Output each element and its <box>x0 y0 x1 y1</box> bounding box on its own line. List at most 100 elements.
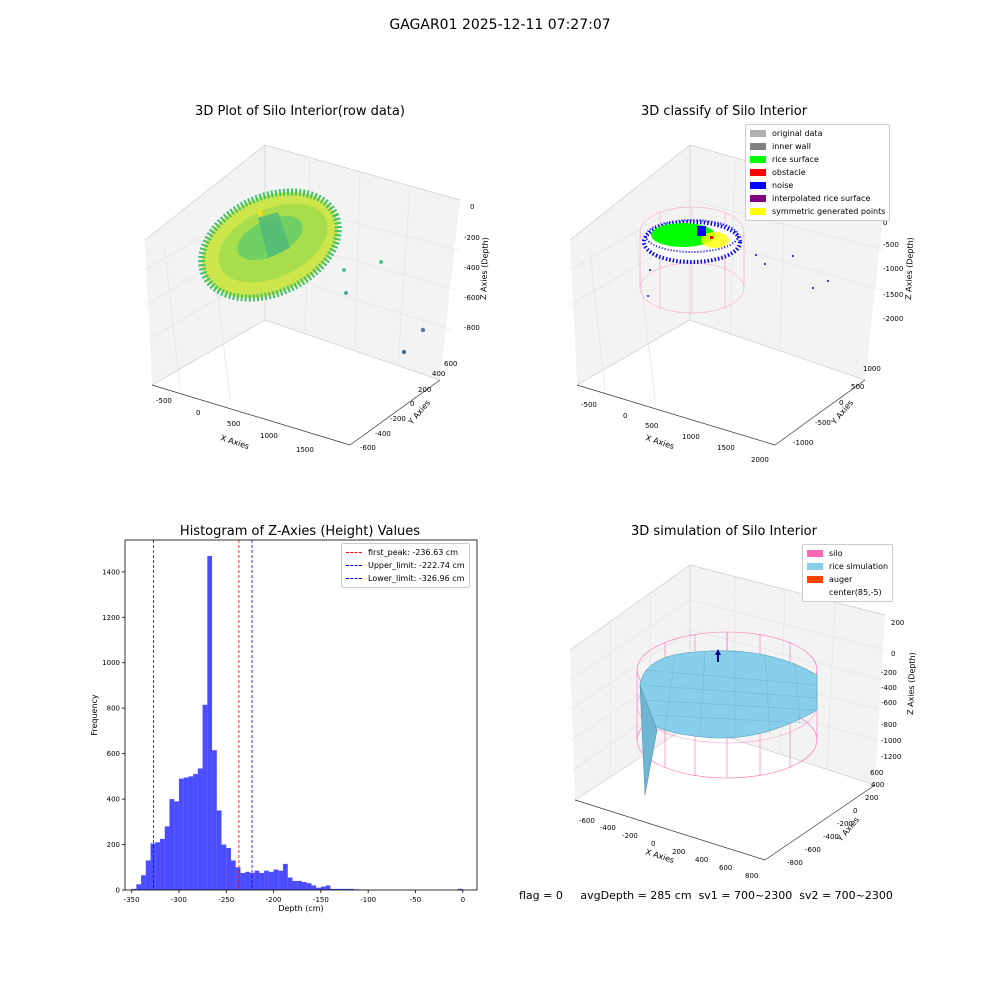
y-tick-label: 1000 <box>102 659 120 667</box>
legend-label: noise <box>772 181 794 190</box>
legend-swatch <box>750 169 766 176</box>
legend-label: rice surface <box>772 155 819 164</box>
x-ticks: -500 0 500 1000 1500 2000 <box>581 401 769 464</box>
z-tick: 200 <box>891 619 904 627</box>
histogram-title: Histogram of Z-Axies (Height) Values <box>179 524 421 539</box>
legend-label: symmetric generated points <box>772 207 886 216</box>
histogram-bar <box>178 778 184 890</box>
x-tick: 0 <box>623 412 627 420</box>
histogram-bar <box>160 838 165 890</box>
legend-swatch <box>807 550 823 557</box>
legend-swatch <box>750 143 766 150</box>
y-tick: -600 <box>805 846 821 854</box>
legend-label: first_peak: -236.63 cm <box>368 548 459 557</box>
histogram-bar <box>287 877 293 890</box>
legend-swatch <box>807 576 823 583</box>
x-ticks: -500 0 500 1000 1500 <box>156 397 314 454</box>
simulation-legend-item: silo <box>807 547 888 560</box>
z-tick: -1000 <box>883 265 903 273</box>
y-tick-label: 800 <box>107 705 120 713</box>
flag-text: flag = 0 <box>519 889 563 902</box>
y-tick: -500 <box>815 419 831 427</box>
legend-swatch <box>750 208 766 215</box>
y-tick: 600 <box>870 769 883 777</box>
x-tick-label: -350 <box>124 896 140 904</box>
histogram-bar <box>164 826 170 890</box>
x-tick: -200 <box>622 832 638 840</box>
y-tick-label: 200 <box>107 841 120 849</box>
legend-label: original data <box>772 129 823 138</box>
y-tick: -200 <box>390 415 406 423</box>
y-ticks: -600 -400 -200 0 200 400 600 <box>360 360 457 452</box>
z-tick: -1500 <box>883 291 903 299</box>
histogram-legend-item: Lower_limit: -326.96 cm <box>346 572 465 585</box>
legend-label: center(85,-5) <box>829 588 882 597</box>
legend-label: Upper_limit: -222.74 cm <box>368 561 465 570</box>
classify-legend-item: interpolated rice surface <box>750 192 885 205</box>
classify-legend: original data inner wall rice surface obsta… <box>745 124 891 221</box>
histogram-bar <box>174 801 179 890</box>
y-tick: -400 <box>375 430 391 438</box>
z-axis-label: Z Axies (Depth) <box>906 652 917 715</box>
sv2-text: sv2 = 700~2300 <box>799 889 893 902</box>
histogram-bar <box>292 880 298 890</box>
z-tick: -800 <box>464 324 480 332</box>
legend-line <box>346 578 362 579</box>
x-tick: -500 <box>581 401 597 409</box>
histogram-bar <box>311 885 317 890</box>
x-tick: 2000 <box>751 456 769 464</box>
x-tick-label: -250 <box>218 896 234 904</box>
y-tick: 200 <box>865 794 878 802</box>
z-tick: -2000 <box>883 315 903 323</box>
y-tick: 1000 <box>863 365 881 373</box>
x-axis-label: X Axies <box>219 433 250 451</box>
z-tick: 0 <box>883 219 887 227</box>
z-tick: -500 <box>883 241 899 249</box>
legend-label: rice simulation <box>829 562 889 571</box>
histogram-bar <box>150 843 156 890</box>
z-ticks: 200 0 -200 -400 -600 -800 -1000 -1200 <box>881 619 904 761</box>
x-tick-label: -50 <box>410 896 421 904</box>
avg-depth-text: avgDepth = 285 cm <box>580 889 692 902</box>
sv1-text: sv1 = 700~2300 <box>698 889 793 902</box>
simulation-legend-item: rice simulation <box>807 560 888 573</box>
y-ticks: 0 200 400 600 800 1000 1200 1400 <box>102 568 125 895</box>
histogram-legend: first_peak: -236.63 cm Upper_limit: -222.… <box>341 543 470 588</box>
y-tick: -1000 <box>793 439 813 447</box>
histogram-bar <box>259 872 265 890</box>
y-ticks: -800 -600 -400 -200 0 200 400 600 <box>787 769 884 867</box>
legend-label: inner wall <box>772 142 812 151</box>
histogram-bar <box>202 704 208 890</box>
legend-line <box>346 552 362 553</box>
x-axis-label: Depth (cm) <box>278 904 323 913</box>
x-tick-label: 0 <box>461 896 465 904</box>
x-tick: 500 <box>227 420 240 428</box>
plot-frame <box>124 539 478 891</box>
x-tick: 1000 <box>682 433 700 441</box>
depth-histogram: -350 -300 -250 -200 -150 -100 -50 0 0 200 400 600 8… <box>90 539 478 913</box>
x-tick: 1000 <box>260 432 278 440</box>
histogram-bar <box>344 888 350 890</box>
histogram-bar <box>141 875 146 890</box>
x-axis-label: X Axies <box>644 847 675 865</box>
x-tick: -500 <box>156 397 172 405</box>
histogram-bar <box>136 884 142 890</box>
histogram-bar <box>216 810 222 890</box>
histogram-bar <box>155 842 161 890</box>
x-tick: 0 <box>196 409 200 417</box>
x-tick: 1500 <box>717 444 735 452</box>
histogram-bar <box>349 888 354 890</box>
y-tick: 0 <box>839 399 843 407</box>
histogram-bar <box>268 871 274 890</box>
z-ticks: 0 -200 -400 -600 -800 <box>464 203 480 332</box>
y-tick: 400 <box>871 781 884 789</box>
histogram-bar <box>145 860 151 890</box>
z-axis-label: Z Axies (Depth) <box>479 237 490 300</box>
z-tick: -200 <box>881 669 897 677</box>
histogram-legend-item: first_peak: -236.63 cm <box>346 546 465 559</box>
histogram-bar <box>335 888 340 890</box>
classified-points <box>639 206 829 314</box>
histogram-bar <box>188 776 194 890</box>
x-tick-label: -200 <box>266 896 282 904</box>
raw-panel-title: 3D Plot of Silo Interior(row data) <box>195 104 405 119</box>
